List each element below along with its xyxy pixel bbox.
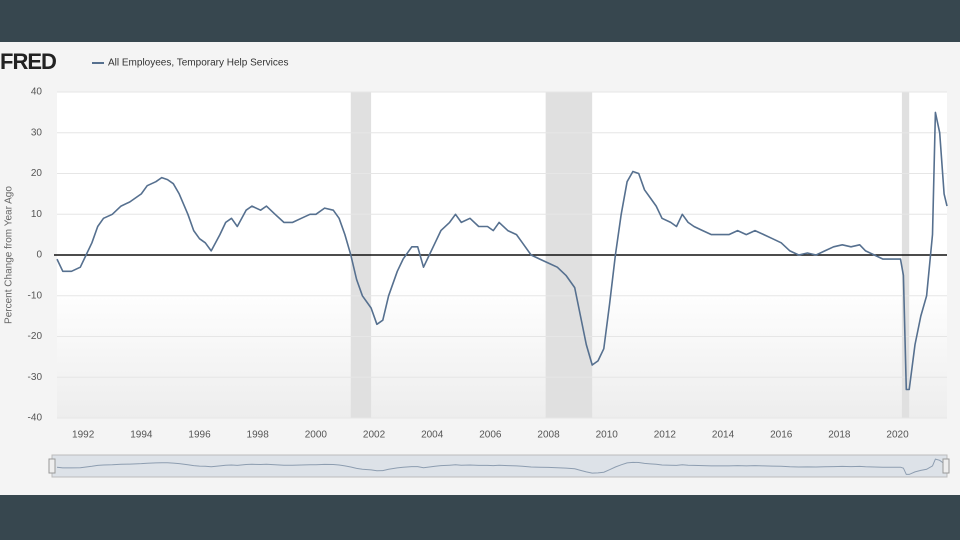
navigator xyxy=(51,454,948,478)
y-tick-label: 20 xyxy=(31,168,43,179)
navigator-handle[interactable] xyxy=(942,458,950,474)
x-tick-label: 2012 xyxy=(654,430,677,441)
y-tick-label: -10 xyxy=(28,290,43,301)
x-tick-label: 2020 xyxy=(886,430,909,441)
x-tick-label: 1996 xyxy=(188,430,211,441)
navigator-handle[interactable] xyxy=(48,458,56,474)
y-tick-label: 40 xyxy=(31,87,43,98)
x-tick-label: 1994 xyxy=(130,430,153,441)
navigator-line xyxy=(56,458,948,475)
y-axis-label: Percent Change from Year Ago xyxy=(4,186,15,324)
x-tick-label: 2000 xyxy=(305,430,328,441)
x-tick-label: 2008 xyxy=(537,430,560,441)
y-tick-label: 30 xyxy=(31,127,43,138)
y-tick-label: -30 xyxy=(28,372,43,383)
y-tick-label: -20 xyxy=(28,331,43,342)
x-tick-label: 2018 xyxy=(828,430,851,441)
x-tick-label: 2004 xyxy=(421,430,444,441)
x-tick-label: 2006 xyxy=(479,430,502,441)
x-tick-label: 1992 xyxy=(72,430,95,441)
logo: FRED xyxy=(0,49,56,74)
series-line xyxy=(56,111,948,391)
x-tick-label: 2010 xyxy=(596,430,619,441)
y-tick-label: 10 xyxy=(31,209,43,220)
y-tick-label: -40 xyxy=(28,413,43,424)
x-tick-label: 2002 xyxy=(363,430,386,441)
y-tick-label: 0 xyxy=(36,250,42,261)
x-tick-label: 1998 xyxy=(247,430,270,441)
legend-label: All Employees, Temporary Help Services xyxy=(108,58,288,69)
x-tick-label: 2016 xyxy=(770,430,793,441)
x-tick-label: 2014 xyxy=(712,430,735,441)
